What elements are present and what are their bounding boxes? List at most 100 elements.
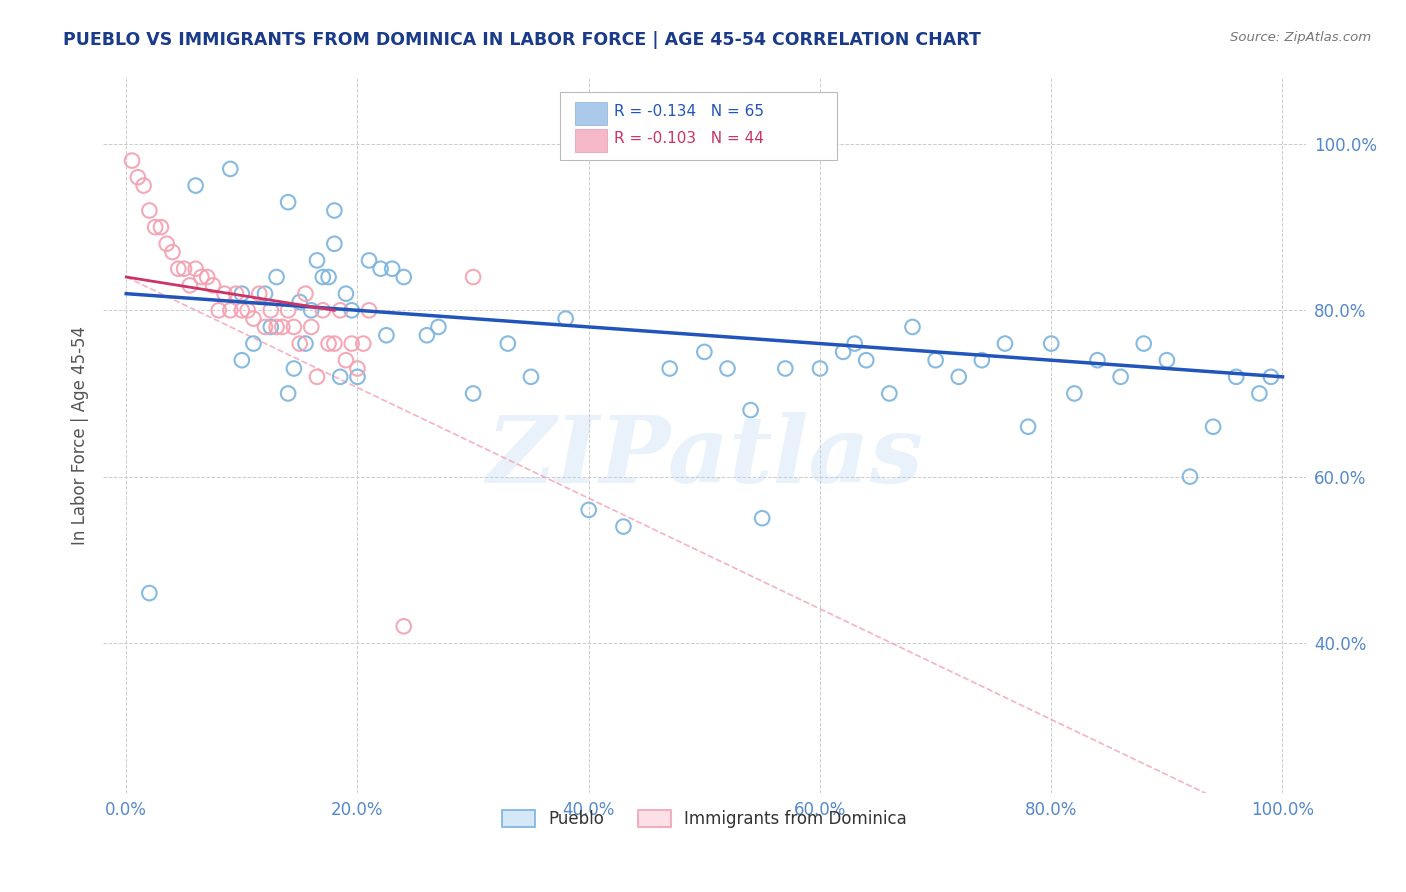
Point	[219, 303, 242, 318]
Point	[352, 336, 374, 351]
Point	[375, 328, 398, 343]
Point	[1063, 386, 1085, 401]
Point	[1178, 469, 1201, 483]
Text: ZIPatlas: ZIPatlas	[486, 411, 922, 501]
Point	[214, 286, 236, 301]
Point	[208, 303, 231, 318]
Text: PUEBLO VS IMMIGRANTS FROM DOMINICA IN LABOR FORCE | AGE 45-54 CORRELATION CHART: PUEBLO VS IMMIGRANTS FROM DOMINICA IN LA…	[63, 31, 981, 49]
Point	[195, 270, 218, 285]
Y-axis label: In Labor Force | Age 45-54: In Labor Force | Age 45-54	[72, 326, 89, 544]
Point	[312, 270, 335, 285]
FancyBboxPatch shape	[575, 129, 607, 152]
Point	[844, 336, 866, 351]
Point	[184, 178, 207, 193]
Point	[190, 270, 212, 285]
Point	[416, 328, 439, 343]
Point	[323, 236, 346, 251]
Point	[808, 361, 831, 376]
Point	[392, 619, 415, 633]
Point	[318, 270, 340, 285]
Point	[879, 386, 901, 401]
Point	[253, 286, 276, 301]
Point	[463, 386, 485, 401]
Point	[247, 286, 270, 301]
Point	[994, 336, 1017, 351]
Point	[299, 303, 322, 318]
Point	[260, 303, 283, 318]
Point	[201, 278, 224, 293]
Point	[346, 361, 368, 376]
Point	[658, 361, 681, 376]
Point	[305, 369, 328, 384]
Point	[121, 153, 143, 168]
Point	[716, 361, 738, 376]
Point	[127, 170, 149, 185]
Point	[1109, 369, 1132, 384]
Point	[312, 303, 335, 318]
Point	[242, 311, 264, 326]
Point	[340, 303, 363, 318]
Point	[381, 261, 404, 276]
Point	[260, 320, 283, 334]
Point	[253, 320, 276, 334]
Point	[162, 245, 184, 260]
Point	[318, 336, 340, 351]
Point	[231, 303, 253, 318]
Point	[520, 369, 543, 384]
Point	[329, 303, 352, 318]
Point	[1249, 386, 1271, 401]
Point	[173, 261, 195, 276]
Point	[242, 336, 264, 351]
Point	[392, 270, 415, 285]
Point	[357, 303, 380, 318]
Point	[294, 286, 316, 301]
Point	[346, 369, 368, 384]
Point	[219, 161, 242, 176]
Point	[294, 336, 316, 351]
Point	[225, 286, 247, 301]
Point	[323, 203, 346, 218]
Point	[266, 320, 288, 334]
Point	[143, 220, 166, 235]
Point	[554, 311, 576, 326]
Point	[283, 361, 305, 376]
Point	[277, 303, 299, 318]
Point	[277, 195, 299, 210]
Text: R = -0.103   N = 44: R = -0.103 N = 44	[614, 131, 763, 145]
Point	[370, 261, 392, 276]
Point	[329, 369, 352, 384]
Point	[271, 320, 294, 334]
Point	[138, 586, 160, 600]
Point	[277, 386, 299, 401]
Text: R = -0.134   N = 65: R = -0.134 N = 65	[614, 103, 765, 119]
Point	[305, 253, 328, 268]
Point	[427, 320, 450, 334]
Point	[231, 353, 253, 368]
Point	[578, 503, 600, 517]
Text: Source: ZipAtlas.com: Source: ZipAtlas.com	[1230, 31, 1371, 45]
Point	[357, 253, 380, 268]
Point	[149, 220, 172, 235]
Point	[184, 261, 207, 276]
Point	[1202, 419, 1225, 434]
Point	[1040, 336, 1063, 351]
Legend: Pueblo, Immigrants from Dominica: Pueblo, Immigrants from Dominica	[495, 803, 914, 834]
Point	[299, 320, 322, 334]
Point	[323, 336, 346, 351]
Point	[167, 261, 190, 276]
Point	[156, 236, 179, 251]
Point	[288, 295, 311, 310]
Point	[1087, 353, 1109, 368]
Point	[132, 178, 155, 193]
Point	[138, 203, 160, 218]
Point	[832, 344, 855, 359]
Point	[1225, 369, 1247, 384]
Point	[970, 353, 993, 368]
Point	[1260, 369, 1282, 384]
Point	[496, 336, 519, 351]
Point	[179, 278, 201, 293]
Point	[924, 353, 946, 368]
Point	[1132, 336, 1154, 351]
Point	[855, 353, 877, 368]
Point	[283, 320, 305, 334]
